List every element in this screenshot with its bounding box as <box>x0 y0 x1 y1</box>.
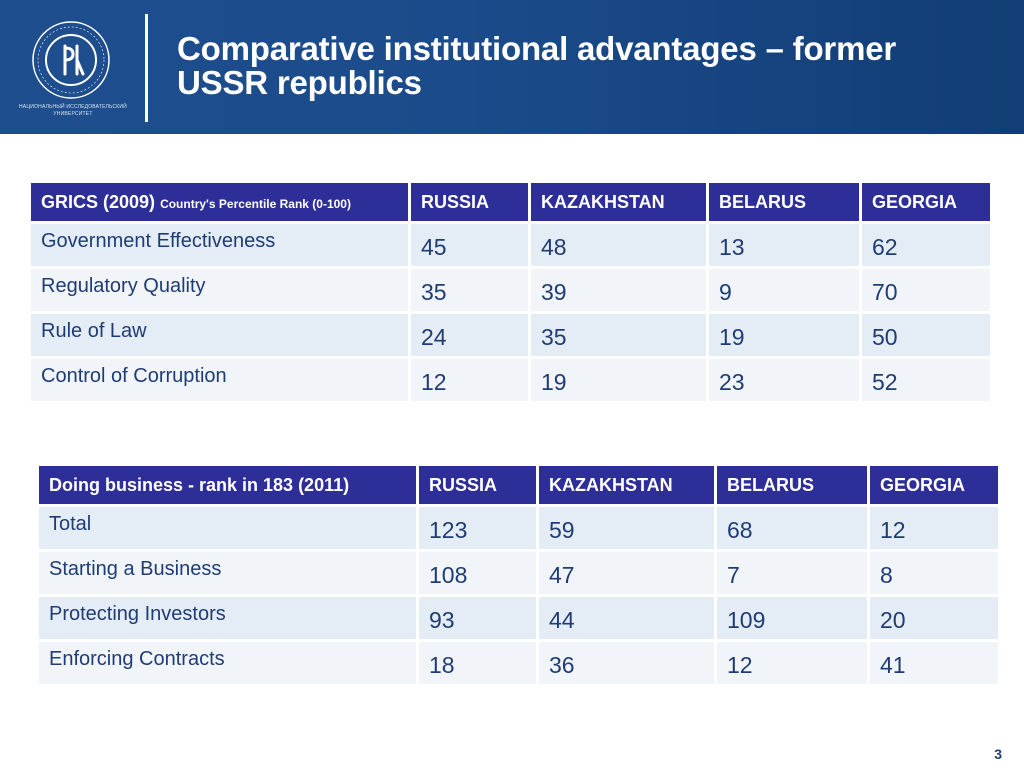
row-label: Regulatory Quality <box>28 266 411 314</box>
cell-value: 12 <box>714 639 870 687</box>
page-title: Comparative institutional advantages – f… <box>177 32 997 100</box>
row-label: Protecting Investors <box>36 594 419 642</box>
column-header: BELARUS <box>706 180 862 224</box>
row-label: Total <box>36 504 419 552</box>
cell-value: 36 <box>536 639 717 687</box>
title-line-2: USSR republics <box>177 64 422 101</box>
cell-value: 123 <box>416 504 539 552</box>
grics-header-main: GRICS (2009) <box>41 191 156 212</box>
row-label: Control of Corruption <box>28 356 411 404</box>
cell-value: 39 <box>528 266 709 314</box>
cell-value: 47 <box>536 549 717 597</box>
row-label: Rule of Law <box>28 311 411 359</box>
column-header: GEORGIA <box>867 463 1001 507</box>
cell-value: 23 <box>706 356 862 404</box>
row-label: Government Effectiveness <box>28 221 411 269</box>
cell-value: 19 <box>706 311 862 359</box>
column-header: GEORGIA <box>859 180 993 224</box>
doing-business-table: Doing business - rank in 183 (2011) RUSS… <box>36 463 1001 687</box>
cell-value: 9 <box>706 266 862 314</box>
row-label: Enforcing Contracts <box>36 639 419 687</box>
cell-value: 20 <box>867 594 1001 642</box>
cell-value: 18 <box>416 639 539 687</box>
column-header: RUSSIA <box>416 463 539 507</box>
cell-value: 52 <box>859 356 993 404</box>
table-row: Total 123 59 68 12 <box>36 504 1001 552</box>
cell-value: 50 <box>859 311 993 359</box>
header-divider <box>145 14 148 122</box>
column-header: KAZAKHSTAN <box>528 180 709 224</box>
grics-table: GRICS (2009) Country's Percentile Rank (… <box>28 180 993 404</box>
cell-value: 44 <box>536 594 717 642</box>
table-header-row: GRICS (2009) Country's Percentile Rank (… <box>28 180 993 224</box>
column-header: BELARUS <box>714 463 870 507</box>
cell-value: 59 <box>536 504 717 552</box>
table-row: Government Effectiveness 45 48 13 62 <box>28 221 993 269</box>
cell-value: 108 <box>416 549 539 597</box>
cell-value: 41 <box>867 639 1001 687</box>
column-header: KAZAKHSTAN <box>536 463 717 507</box>
cell-value: 7 <box>714 549 870 597</box>
cell-value: 70 <box>859 266 993 314</box>
doing-business-header-cell: Doing business - rank in 183 (2011) <box>36 463 419 507</box>
university-logo <box>32 21 110 99</box>
logo-subtitle: НАЦИОНАЛЬНЫЙ ИССЛЕДОВАТЕЛЬСКИЙ УНИВЕРСИТ… <box>19 104 127 117</box>
grics-header-sub: Country's Percentile Rank (0-100) <box>160 196 351 211</box>
cell-value: 24 <box>408 311 531 359</box>
row-label: Starting a Business <box>36 549 419 597</box>
cell-value: 19 <box>528 356 709 404</box>
cell-value: 12 <box>867 504 1001 552</box>
cell-value: 12 <box>408 356 531 404</box>
table-row: Rule of Law 24 35 19 50 <box>28 311 993 359</box>
table-row: Control of Corruption 12 19 23 52 <box>28 356 993 404</box>
cell-value: 109 <box>714 594 870 642</box>
table-header-row: Doing business - rank in 183 (2011) RUSS… <box>36 463 1001 507</box>
table-row: Starting a Business 108 47 7 8 <box>36 549 1001 597</box>
grics-header-cell: GRICS (2009) Country's Percentile Rank (… <box>28 180 411 224</box>
table-row: Protecting Investors 93 44 109 20 <box>36 594 1001 642</box>
cell-value: 45 <box>408 221 531 269</box>
column-header: RUSSIA <box>408 180 531 224</box>
table-row: Regulatory Quality 35 39 9 70 <box>28 266 993 314</box>
cell-value: 93 <box>416 594 539 642</box>
slide-header: НАЦИОНАЛЬНЫЙ ИССЛЕДОВАТЕЛЬСКИЙ УНИВЕРСИТ… <box>0 0 1024 134</box>
cell-value: 8 <box>867 549 1001 597</box>
table-row: Enforcing Contracts 18 36 12 41 <box>36 639 1001 687</box>
title-line-1: Comparative institutional advantages – f… <box>177 30 897 67</box>
cell-value: 13 <box>706 221 862 269</box>
cell-value: 35 <box>408 266 531 314</box>
cell-value: 68 <box>714 504 870 552</box>
page-number: 3 <box>994 746 1002 762</box>
cell-value: 48 <box>528 221 709 269</box>
cell-value: 35 <box>528 311 709 359</box>
cell-value: 62 <box>859 221 993 269</box>
